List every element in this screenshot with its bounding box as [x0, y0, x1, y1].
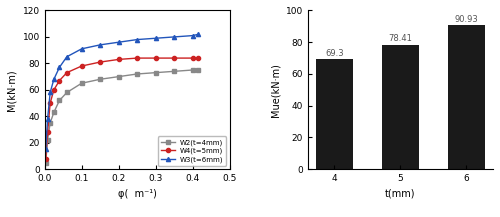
- W4(t=5mm): [56, 79, 62, 82]
- W3(t=6mm): [44, 118, 51, 120]
- W4(t=5mm): [78, 65, 84, 67]
- W3(t=6mm): [172, 36, 177, 38]
- Y-axis label: M(kN·m): M(kN·m): [7, 69, 17, 111]
- Line: W4(t=5mm): W4(t=5mm): [44, 56, 201, 161]
- W3(t=6mm): [56, 66, 62, 69]
- W2(t=4mm): [78, 82, 84, 85]
- W3(t=6mm): [42, 148, 48, 151]
- W2(t=4mm): [172, 70, 177, 73]
- W3(t=6mm): [97, 44, 103, 46]
- W4(t=5mm): [116, 58, 121, 61]
- W3(t=6mm): [116, 41, 121, 44]
- Line: W2(t=4mm): W2(t=4mm): [44, 68, 201, 165]
- X-axis label: φ(  m⁻¹): φ( m⁻¹): [118, 189, 156, 199]
- W3(t=6mm): [190, 34, 196, 37]
- W4(t=5mm): [172, 57, 177, 59]
- W4(t=5mm): [42, 157, 48, 160]
- W4(t=5mm): [134, 57, 140, 59]
- X-axis label: t(mm): t(mm): [385, 189, 416, 199]
- Y-axis label: Mue(kN·m): Mue(kN·m): [270, 63, 280, 117]
- W3(t=6mm): [51, 78, 57, 81]
- W2(t=4mm): [47, 122, 53, 124]
- W2(t=4mm): [196, 69, 202, 71]
- W2(t=4mm): [134, 73, 140, 75]
- Bar: [448, 25, 484, 169]
- W3(t=6mm): [47, 91, 53, 94]
- W3(t=6mm): [78, 48, 84, 50]
- W2(t=4mm): [97, 78, 103, 81]
- Bar: [316, 59, 352, 169]
- W4(t=5mm): [51, 89, 57, 91]
- W2(t=4mm): [64, 91, 70, 94]
- W2(t=4mm): [42, 161, 48, 164]
- W3(t=6mm): [152, 37, 158, 39]
- Text: 78.41: 78.41: [388, 35, 412, 43]
- Text: 69.3: 69.3: [325, 49, 344, 58]
- W4(t=5mm): [190, 57, 196, 59]
- W3(t=6mm): [196, 33, 202, 36]
- Legend: W2(t=4mm), W4(t=5mm), W3(t=6mm): W2(t=4mm), W4(t=5mm), W3(t=6mm): [158, 136, 226, 166]
- W2(t=4mm): [152, 71, 158, 74]
- W3(t=6mm): [64, 56, 70, 58]
- W4(t=5mm): [196, 57, 202, 59]
- Text: 90.93: 90.93: [454, 15, 478, 24]
- W2(t=4mm): [56, 99, 62, 102]
- W4(t=5mm): [47, 102, 53, 104]
- W4(t=5mm): [44, 131, 51, 133]
- W4(t=5mm): [64, 71, 70, 74]
- W3(t=6mm): [134, 38, 140, 41]
- Bar: [382, 45, 418, 169]
- W2(t=4mm): [44, 139, 51, 141]
- W2(t=4mm): [116, 75, 121, 78]
- W4(t=5mm): [97, 61, 103, 63]
- W2(t=4mm): [51, 111, 57, 114]
- W4(t=5mm): [152, 57, 158, 59]
- W2(t=4mm): [190, 69, 196, 71]
- Line: W3(t=6mm): W3(t=6mm): [44, 32, 201, 151]
